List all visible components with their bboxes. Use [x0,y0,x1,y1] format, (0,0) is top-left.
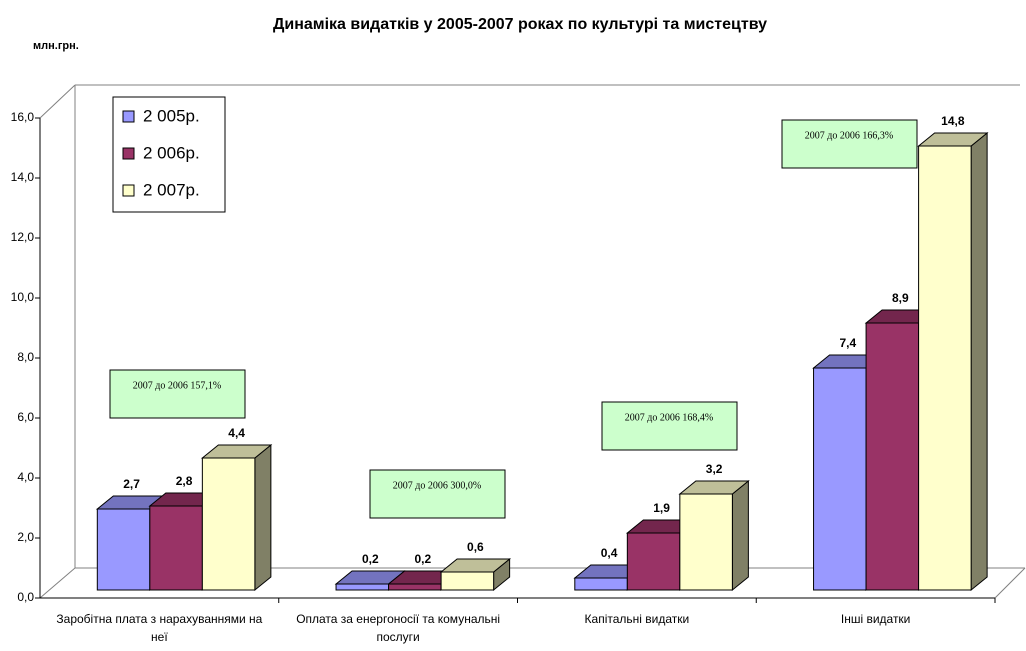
bar [918,145,972,591]
bar [813,367,867,591]
bar [149,505,203,591]
bar [440,571,495,591]
data-label: 0,2 [414,552,431,566]
y-tick-label: 8,0 [17,350,34,364]
y-tick-label: 10,0 [11,290,35,304]
data-label: 2,7 [123,477,140,491]
bar [626,532,681,591]
data-label: 2,8 [176,474,193,488]
y-tick-label: 14,0 [11,170,35,184]
bar [574,577,628,591]
annotation-box [109,369,246,419]
y-unit: млн.грн. [33,40,79,52]
bar [335,583,390,591]
data-label: 0,2 [362,552,379,566]
y-tick-label: 16,0 [11,110,35,124]
y-tick-label: 0,0 [17,590,34,604]
legend-label: 2 005р. [143,106,200,125]
annotation-box [369,469,506,519]
wall-diag-top [39,84,76,119]
legend-label: 2 007р. [143,180,200,199]
data-label: 14,8 [941,114,965,128]
wall-diag-bottom [39,567,76,599]
legend-swatch [122,147,135,160]
x-tick-label: Заробітна плата з нарахуваннями на неї [56,612,263,644]
bar-side [254,443,272,592]
bar-side [970,131,988,592]
annotation: 2007 до 2006 157,1% [133,380,221,391]
bar-side [731,479,749,592]
legend-swatch [122,184,135,197]
bar [96,508,151,591]
legend-label: 2 006р. [143,143,200,162]
data-label: 0,4 [601,546,618,560]
y-tick-label: 4,0 [17,470,34,484]
legend-swatch [122,110,135,123]
y-tick-label: 2,0 [17,530,34,544]
data-label: 8,9 [892,291,909,305]
floor-diag-right [994,567,1026,599]
bar [201,457,256,591]
bar [679,493,733,591]
data-label: 0,6 [467,540,484,554]
annotation: 2007 до 2006 166,3% [805,130,893,141]
annotation: 2007 до 2006 300,0% [393,480,481,491]
data-label: 1,9 [653,501,670,515]
data-label: 4,4 [228,426,245,440]
annotation: 2007 до 2006 168,4% [625,412,713,423]
bar [865,322,920,591]
x-tick-label: Інші видатки [840,612,911,626]
y-tick-label: 12,0 [11,230,35,244]
annotation-box [601,401,738,451]
bar [388,583,442,591]
x-tick-label: Оплата за енергоносії та комунальні посл… [296,612,501,644]
chart-title: Динаміка видатків у 2005-2007 роках по к… [273,16,767,33]
annotation-box [781,119,918,169]
data-label: 7,4 [839,336,856,350]
y-tick-label: 6,0 [17,410,34,424]
x-tick-label: Капітальні видатки [584,612,690,626]
data-label: 3,2 [706,462,723,476]
